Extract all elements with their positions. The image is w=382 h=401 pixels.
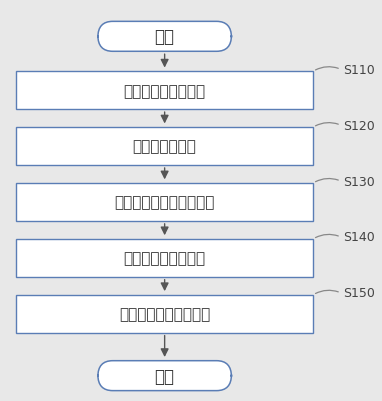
Text: 可视化显示与评估分析: 可视化显示与评估分析: [119, 306, 210, 322]
Text: S130: S130: [343, 175, 374, 188]
Text: S150: S150: [343, 287, 375, 300]
Text: 开始: 开始: [155, 28, 175, 46]
Text: 骨关节角度计算: 骨关节角度计算: [133, 139, 197, 154]
FancyBboxPatch shape: [16, 72, 313, 110]
FancyBboxPatch shape: [98, 22, 231, 52]
Text: S110: S110: [343, 64, 374, 77]
Text: 骨关节功能测试评估: 骨关节功能测试评估: [124, 251, 206, 266]
FancyBboxPatch shape: [16, 295, 313, 333]
Text: 骨关节深度数据采集: 骨关节深度数据采集: [124, 83, 206, 99]
Text: 结束: 结束: [155, 367, 175, 385]
Text: S140: S140: [343, 231, 374, 244]
FancyBboxPatch shape: [16, 239, 313, 277]
Text: 大量样本采集与聚类分析: 大量样本采集与聚类分析: [115, 195, 215, 210]
FancyBboxPatch shape: [16, 184, 313, 221]
FancyBboxPatch shape: [16, 128, 313, 166]
FancyBboxPatch shape: [98, 361, 231, 391]
Text: S120: S120: [343, 119, 374, 132]
